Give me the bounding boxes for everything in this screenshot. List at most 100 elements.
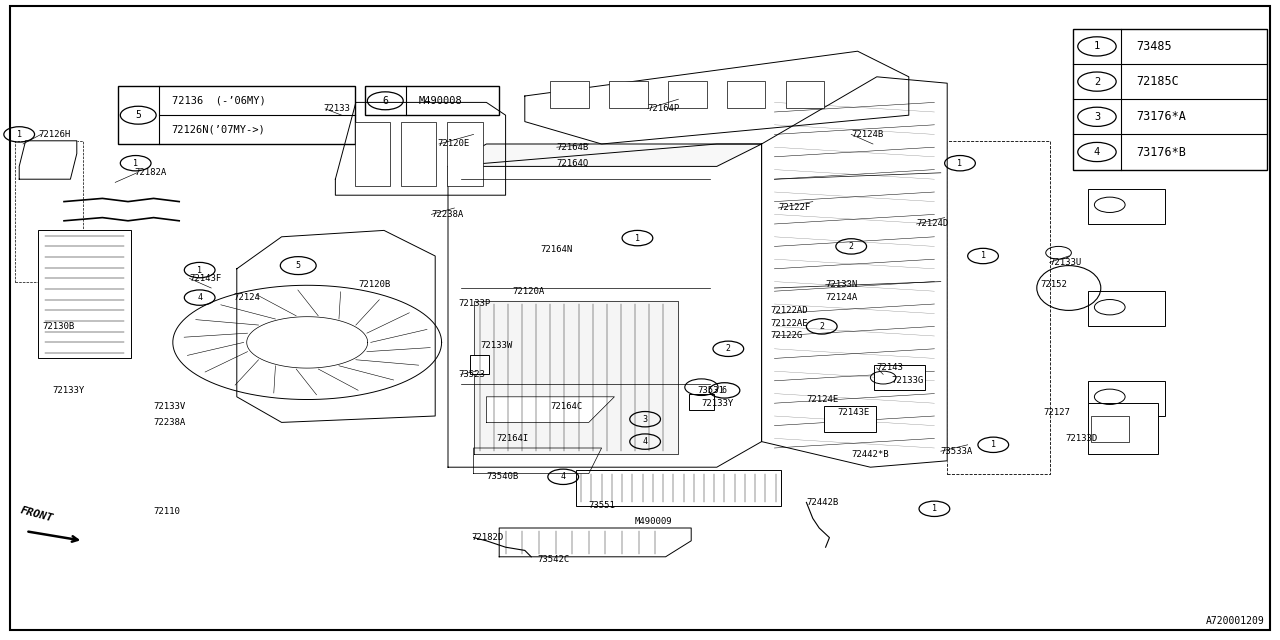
Text: 72130B: 72130B bbox=[42, 322, 74, 331]
Text: 72164P: 72164P bbox=[648, 104, 680, 113]
Bar bbox=[470, 355, 489, 374]
Text: 5: 5 bbox=[296, 261, 301, 270]
Text: 72122G: 72122G bbox=[771, 332, 803, 340]
Text: 6: 6 bbox=[722, 386, 727, 395]
Text: 1: 1 bbox=[17, 130, 22, 139]
Text: M490009: M490009 bbox=[635, 517, 672, 526]
Text: 72126N(’07MY->): 72126N(’07MY->) bbox=[172, 125, 265, 134]
Text: 72124A: 72124A bbox=[826, 293, 858, 302]
Text: 72164B: 72164B bbox=[557, 143, 589, 152]
Polygon shape bbox=[525, 51, 909, 144]
Text: 72133U: 72133U bbox=[1050, 258, 1082, 267]
Text: 72133D: 72133D bbox=[1065, 434, 1097, 443]
Bar bbox=[365, 86, 499, 115]
Bar bbox=[786, 81, 824, 108]
Text: 1: 1 bbox=[635, 234, 640, 243]
Text: 4: 4 bbox=[197, 293, 202, 302]
Text: 72120B: 72120B bbox=[358, 280, 390, 289]
Text: 72185C: 72185C bbox=[1137, 75, 1179, 88]
Polygon shape bbox=[474, 301, 678, 454]
Text: 72133Y: 72133Y bbox=[52, 386, 84, 395]
Bar bbox=[668, 81, 707, 108]
Polygon shape bbox=[19, 141, 77, 179]
Text: 72238A: 72238A bbox=[431, 210, 463, 219]
Text: 2: 2 bbox=[726, 344, 731, 353]
Text: 72120E: 72120E bbox=[438, 140, 470, 148]
Text: 72182A: 72182A bbox=[134, 168, 166, 177]
Text: 73540B: 73540B bbox=[486, 472, 518, 481]
Bar bbox=[609, 81, 648, 108]
Polygon shape bbox=[486, 397, 614, 422]
Text: 73531: 73531 bbox=[698, 386, 724, 395]
Text: A720001209: A720001209 bbox=[1206, 616, 1265, 626]
Bar bbox=[576, 470, 781, 506]
Text: 5: 5 bbox=[136, 110, 141, 120]
Bar bbox=[447, 122, 483, 186]
Text: 72124: 72124 bbox=[233, 293, 260, 302]
Text: 4: 4 bbox=[643, 437, 648, 446]
Text: 72122F: 72122F bbox=[778, 204, 810, 212]
Polygon shape bbox=[335, 102, 506, 195]
Text: 1: 1 bbox=[932, 504, 937, 513]
Bar bbox=[401, 122, 436, 186]
Text: 72126H: 72126H bbox=[38, 130, 70, 139]
Text: 2: 2 bbox=[819, 322, 824, 331]
Polygon shape bbox=[762, 77, 947, 467]
Text: 1: 1 bbox=[133, 159, 138, 168]
Bar bbox=[355, 122, 390, 186]
Bar bbox=[1088, 291, 1165, 326]
Bar bbox=[1088, 381, 1165, 416]
Polygon shape bbox=[448, 144, 762, 467]
Text: 72133N: 72133N bbox=[826, 280, 858, 289]
Text: 1: 1 bbox=[957, 159, 963, 168]
Polygon shape bbox=[448, 144, 762, 166]
Text: 72143F: 72143F bbox=[189, 274, 221, 283]
Text: 73485: 73485 bbox=[1137, 40, 1172, 53]
Text: 73176*B: 73176*B bbox=[1137, 145, 1187, 159]
Text: 72110: 72110 bbox=[154, 508, 180, 516]
Text: 6: 6 bbox=[383, 96, 388, 106]
Text: 3: 3 bbox=[1094, 112, 1100, 122]
Text: 72124E: 72124E bbox=[806, 396, 838, 404]
Text: 72124D: 72124D bbox=[916, 220, 948, 228]
Text: 2: 2 bbox=[1094, 77, 1100, 86]
Text: 3: 3 bbox=[643, 415, 648, 424]
Text: 1: 1 bbox=[980, 252, 986, 260]
Text: 72133G: 72133G bbox=[891, 376, 923, 385]
Text: 1: 1 bbox=[197, 266, 202, 275]
Text: 72164I: 72164I bbox=[497, 434, 529, 443]
Bar bbox=[550, 81, 589, 108]
Text: 72143: 72143 bbox=[877, 364, 904, 372]
Text: 72122AD: 72122AD bbox=[771, 306, 808, 315]
Bar bbox=[727, 81, 765, 108]
Text: 1: 1 bbox=[991, 440, 996, 449]
Text: 72182D: 72182D bbox=[471, 533, 503, 542]
Text: 4: 4 bbox=[561, 472, 566, 481]
Text: 72133: 72133 bbox=[324, 104, 351, 113]
Text: 2: 2 bbox=[849, 242, 854, 251]
Bar bbox=[874, 365, 925, 390]
Polygon shape bbox=[237, 230, 435, 422]
Text: 72133V: 72133V bbox=[154, 402, 186, 411]
Text: 72127: 72127 bbox=[1043, 408, 1070, 417]
Text: 73176*A: 73176*A bbox=[1137, 110, 1187, 124]
Polygon shape bbox=[499, 528, 691, 557]
Text: 72152: 72152 bbox=[1041, 280, 1068, 289]
Text: 72136  (-’06MY): 72136 (-’06MY) bbox=[172, 96, 265, 106]
Text: 72122AE: 72122AE bbox=[771, 319, 808, 328]
Text: 73542C: 73542C bbox=[538, 556, 570, 564]
Bar bbox=[1088, 403, 1158, 454]
Text: 73551: 73551 bbox=[589, 501, 616, 510]
Bar bbox=[38, 230, 131, 358]
Bar bbox=[1088, 189, 1165, 224]
Bar bbox=[689, 394, 714, 410]
Bar bbox=[1073, 29, 1267, 170]
Bar bbox=[824, 406, 876, 432]
Text: 72143E: 72143E bbox=[837, 408, 869, 417]
Text: 72120A: 72120A bbox=[512, 287, 544, 296]
Text: 72164Q: 72164Q bbox=[557, 159, 589, 168]
Bar bbox=[118, 86, 355, 144]
Text: 73533A: 73533A bbox=[941, 447, 973, 456]
Text: FRONT: FRONT bbox=[19, 505, 54, 524]
Text: 1: 1 bbox=[1094, 42, 1100, 51]
